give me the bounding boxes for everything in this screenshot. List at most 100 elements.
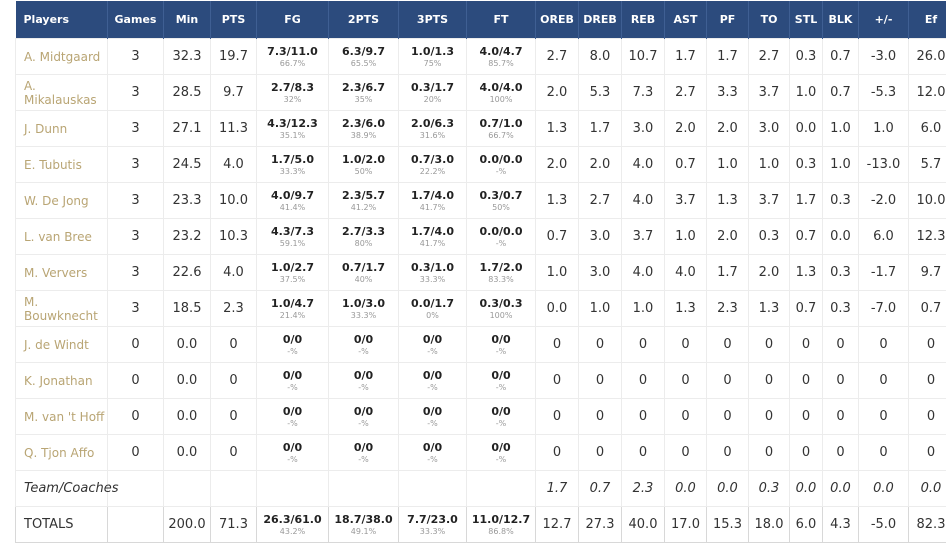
shooting-cell: 0/0 -% (466, 398, 536, 435)
shooting-cell: 0.7/1.7 40% (328, 254, 399, 291)
stat-cell: 0 (578, 434, 622, 471)
stat-cell: 12.0 (908, 74, 946, 111)
percentage: 33.3% (350, 310, 377, 320)
made-attempted: 1.0/2.7 (271, 260, 314, 274)
player-row: Q. Tjon Affo 0 0.0 0 0/0 -% 0/0 -% 0/0 -% 0/0 -% 0 0 0… (15, 434, 946, 471)
stat-cell: 0 (535, 362, 579, 399)
stat-cell: 3 (107, 290, 164, 327)
stat-cell: 1.7 (535, 470, 579, 507)
stat-cell: 1.7 (706, 254, 749, 291)
percentage: 66.7% (279, 58, 306, 68)
shooting-cell: 0/0 -% (328, 434, 399, 471)
percentage: 38.9% (350, 130, 377, 140)
stat-cell: -5.3 (858, 74, 909, 111)
shooting-cell: 2.3/5.7 41.2% (328, 182, 399, 219)
stat-cell: 2.7 (748, 38, 790, 75)
player-name: M. Ververs (15, 254, 108, 291)
stat-cell: 0 (858, 362, 909, 399)
shooting-cell: 0.0/0.0 -% (466, 218, 536, 255)
shooting-cell: 0/0 -% (256, 326, 329, 363)
column-header: Players (15, 1, 108, 39)
stat-cell: 5.3 (578, 74, 622, 111)
shooting-cell: 0/0 -% (466, 326, 536, 363)
stat-cell: 8.0 (578, 38, 622, 75)
percentage: 41.7% (419, 238, 446, 248)
stat-cell: 1.0 (789, 74, 823, 111)
stat-cell: -1.7 (858, 254, 909, 291)
player-name: M. Bouwknecht (15, 290, 108, 327)
stat-cell: 3.0 (748, 110, 790, 147)
stat-cell: 0 (858, 326, 909, 363)
stat-cell: 0 (664, 434, 707, 471)
stat-cell: 6.0 (789, 506, 823, 543)
percentage: -% (287, 418, 298, 428)
player-row: A. Mikalauskas 3 28.5 9.7 2.7/8.3 32% 2.3/6.7 3… (15, 74, 946, 111)
stat-cell: 2.3 (210, 290, 257, 327)
percentage: 31.6% (419, 130, 446, 140)
shooting-cell: 0.3/0.3 100% (466, 290, 536, 327)
player-row: L. van Bree 3 23.2 10.3 4.3/7.3 59.1% 2.7/3.3 8… (15, 218, 946, 255)
shooting-cell: 4.0/4.0 100% (466, 74, 536, 111)
percentage: -% (495, 346, 507, 356)
stats-container: Players Games Min PTS FG 2PTS 3PTS FT OREB DREB RE… (15, 1, 946, 543)
empty-cell (398, 470, 467, 507)
stat-cell: 0 (706, 326, 749, 363)
made-attempted: 0.3/1.0 (411, 260, 454, 274)
percentage: 50% (492, 202, 510, 212)
stat-cell: 0 (664, 398, 707, 435)
shooting-cell: 0.0/0.0 -% (466, 146, 536, 183)
shooting-cell: 1.0/2.7 37.5% (256, 254, 329, 291)
made-attempted: 2.7/8.3 (271, 80, 314, 94)
stat-cell: 0 (789, 434, 823, 471)
stat-cell: 3.7 (621, 218, 665, 255)
stat-cell: 18.0 (748, 506, 790, 543)
stat-cell: 2.0 (535, 146, 579, 183)
shooting-cell: 4.3/7.3 59.1% (256, 218, 329, 255)
made-attempted: 7.3/11.0 (267, 44, 318, 58)
stat-cell: 0.0 (706, 470, 749, 507)
shooting-cell: 0.3/1.0 33.3% (398, 254, 467, 291)
stat-cell: 2.0 (578, 146, 622, 183)
percentage: -% (427, 418, 438, 428)
empty-cell (256, 470, 329, 507)
column-header: 3PTS (398, 1, 467, 39)
stat-cell: 10.0 (908, 182, 946, 219)
shooting-cell: 0/0 -% (328, 326, 399, 363)
percentage: 66.7% (488, 130, 514, 140)
stat-cell: 6.0 (908, 110, 946, 147)
percentage: -% (427, 382, 438, 392)
shooting-cell: 0/0 -% (398, 434, 467, 471)
stat-cell: 0 (535, 326, 579, 363)
stat-cell: 0.7 (535, 218, 579, 255)
stat-cell: 0 (789, 326, 823, 363)
stat-cell: 0.3 (748, 470, 790, 507)
column-header: PF (706, 1, 749, 39)
column-header: Min (163, 1, 211, 39)
percentage: -% (495, 166, 507, 176)
stat-cell: 0.0 (535, 290, 579, 327)
stat-cell: 0 (748, 398, 790, 435)
player-row: W. De Jong 3 23.3 10.0 4.0/9.7 41.4% 2.3/5.7 41… (15, 182, 946, 219)
shooting-cell: 0/0 -% (256, 398, 329, 435)
stat-cell: 0 (822, 398, 859, 435)
shooting-cell: 26.3/61.0 43.2% (256, 506, 329, 543)
stat-cell: 0.0 (163, 398, 211, 435)
percentage: -% (427, 454, 438, 464)
percentage: 83.3% (488, 274, 514, 284)
team-label: Team/Coaches (15, 470, 119, 507)
stat-cell: 4.0 (210, 254, 257, 291)
stat-cell: 0 (107, 398, 164, 435)
stat-cell: 1.7 (578, 110, 622, 147)
stat-cell: 0.7 (789, 218, 823, 255)
team-row: Team/Coaches 1.7 0.7 2.3 0.0 0.0 0.3 0.0 0.0 0.0 0… (15, 470, 946, 507)
percentage: 32% (283, 94, 302, 104)
stat-cell: 4.0 (621, 182, 665, 219)
column-header: AST (664, 1, 707, 39)
stat-cell: 0 (908, 326, 946, 363)
column-header: PTS (210, 1, 257, 39)
stat-cell: 2.7 (578, 182, 622, 219)
stat-cell: 0 (210, 434, 257, 471)
shooting-cell: 2.7/8.3 32% (256, 74, 329, 111)
made-attempted: 0/0 (422, 440, 443, 454)
